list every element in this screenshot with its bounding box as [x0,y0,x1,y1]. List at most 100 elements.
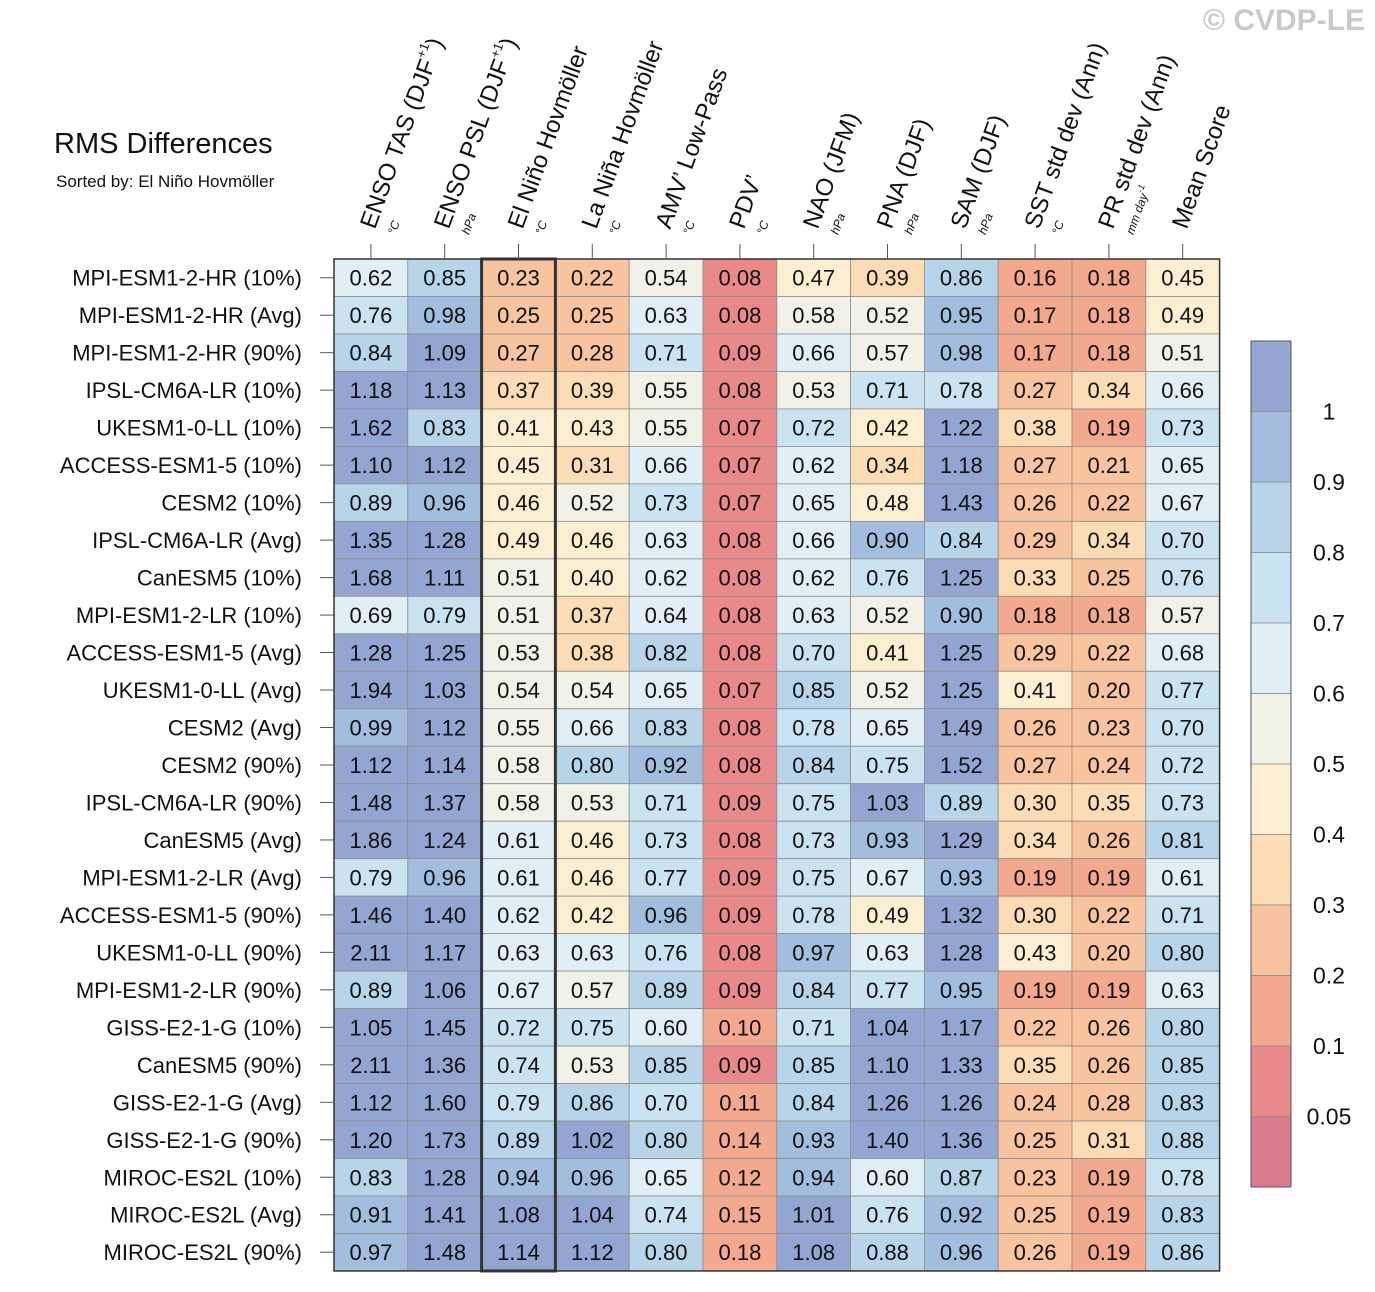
heatmap-cell [555,858,630,897]
heatmap-cell [776,1083,851,1122]
cell-value-label: 0.08 [718,303,761,328]
cell-value-label: 1.03 [866,790,909,815]
heatmap-cell [776,708,851,747]
column-unit: °C [606,219,624,237]
heatmap-cell [997,595,1073,635]
cell-value-label: 0.73 [792,828,835,853]
heatmap-cell [1145,258,1221,297]
heatmap-cell [407,633,482,672]
heatmap-cell [702,333,778,372]
heatmap-cell [628,670,704,710]
heatmap-cell [924,933,999,972]
heatmap-cell [702,745,778,785]
cell-value-label: 0.53 [571,790,614,815]
heatmap-cell [1145,408,1221,447]
heatmap-cell [333,783,409,822]
cell-value-label: 0.09 [718,978,761,1003]
cell-value-label: 0.55 [645,416,688,441]
cell-value-label: 0.66 [571,716,614,741]
heatmap-cell [924,520,999,560]
heatmap-cell [997,783,1073,822]
heatmap-cell [702,858,778,897]
heatmap-cell [481,708,556,747]
heatmap-cell [702,1233,778,1272]
cell-value-label: 0.60 [866,1165,909,1190]
cell-value-label: 0.76 [866,566,909,591]
heatmap-cell [1071,296,1147,335]
row-label: MIROC-ES2L (90%) [104,1240,302,1265]
cell-value-label: 0.09 [718,865,761,890]
cell-value-label: 0.58 [497,790,540,815]
heatmap-cell [1071,520,1147,560]
heatmap-cell [924,895,999,935]
cell-value-label: 0.48 [866,491,909,516]
cell-value-label: 1.36 [940,1128,983,1153]
heatmap-cell [481,895,556,935]
heatmap-cell [481,783,556,822]
colorbar-swatch [1250,481,1292,553]
heatmap-cell [997,408,1073,447]
heatmap-cell [702,595,778,635]
cell-value-label: 0.07 [718,491,761,516]
cell-value-label: 0.23 [1087,716,1130,741]
cell-value-label: 1.17 [423,940,466,965]
cell-value-label: 0.40 [571,566,614,591]
cell-value-label: 0.46 [571,828,614,853]
cell-value-label: 0.80 [1161,940,1204,965]
cell-value-label: 0.63 [792,603,835,628]
heatmap-cell [1145,670,1221,710]
heatmap-cell [1071,558,1147,597]
heatmap-cell [333,558,409,597]
column-unit: °C [754,219,772,237]
column-label-text: La Niña Hovmöller [577,37,670,232]
cell-value-label: 1.03 [423,678,466,703]
heatmap-cell [924,783,999,822]
cell-value-label: 0.26 [1087,828,1130,853]
cell-value-label: 0.34 [1087,378,1130,403]
cell-value-label: 0.19 [1087,978,1130,1003]
cell-value-label: 0.96 [571,1165,614,1190]
cell-value-label: 0.83 [423,416,466,441]
cell-value-label: 1.13 [423,378,466,403]
cell-value-label: 0.67 [1161,491,1204,516]
cell-value-label: 0.09 [718,341,761,366]
heatmap-cell [1145,933,1221,972]
row-label: CanESM5 (90%) [137,1053,302,1078]
cell-value-label: 0.63 [497,940,540,965]
heatmap-cell [997,371,1073,410]
cell-value-label: 0.17 [1014,303,1057,328]
cell-value-label: 0.85 [645,1053,688,1078]
cell-value-label: 0.25 [497,303,540,328]
chart-subtitle: Sorted by: El Niño Hovmöller [56,172,275,191]
heatmap-cell [407,371,482,410]
heatmap-cell [702,820,778,860]
cell-value-label: 0.26 [1014,1240,1057,1265]
heatmap-cell [481,1233,556,1272]
cell-value-label: 0.42 [866,416,909,441]
colorbar-label: 0.7 [1313,610,1345,636]
cell-value-label: 1.04 [571,1203,614,1228]
heatmap-cell [481,933,556,972]
heatmap-cell [628,371,704,410]
cell-value-label: 0.71 [866,378,909,403]
heatmap-cell [1071,1158,1147,1197]
heatmap-cell [850,895,925,935]
row-label: GISS-E2-1-G (10%) [106,1015,302,1040]
heatmap-cell [924,445,999,485]
heatmap-cell [850,558,925,597]
heatmap-cell [924,633,999,672]
row-label: IPSL-CM6A-LR (Avg) [92,528,302,553]
cell-value-label: 0.25 [1014,1203,1057,1228]
heatmap-cell [702,371,778,410]
cell-value-label: 0.51 [497,566,540,591]
cell-value-label: 0.86 [1161,1240,1204,1265]
watermark: © CVDP-LE [1202,4,1365,37]
heatmap-cell [702,895,778,935]
heatmap-cell [1071,483,1147,522]
cell-value-label: 1.62 [349,416,392,441]
cell-value-label: 0.66 [645,453,688,478]
heatmap-cell [555,558,630,597]
cell-value-label: 0.96 [940,1240,983,1265]
heatmap-cell [333,670,409,710]
cell-value-label: 0.83 [645,716,688,741]
